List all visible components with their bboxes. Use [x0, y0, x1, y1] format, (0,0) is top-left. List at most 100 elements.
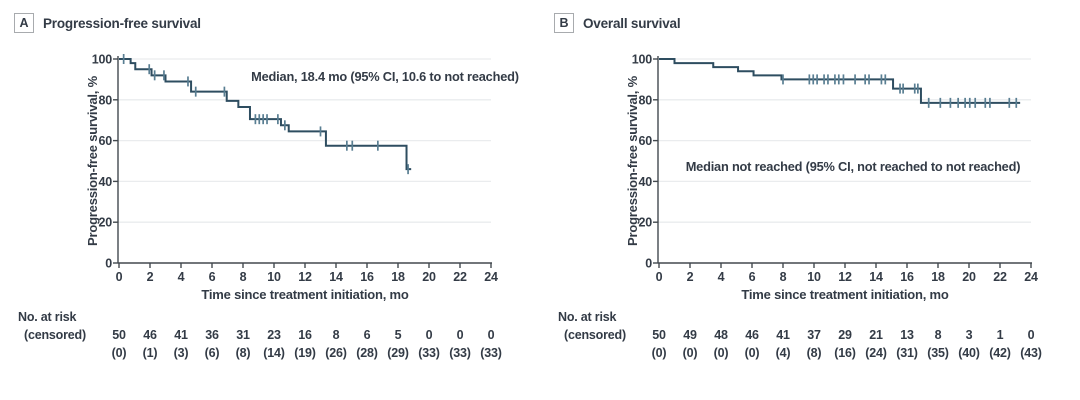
censor-marks [782, 74, 1018, 108]
at-risk-count: 23 [267, 328, 281, 342]
censored-count: (35) [927, 346, 948, 360]
x-tick-label: 12 [298, 270, 312, 284]
at-risk-count: 6 [364, 328, 371, 342]
y-tick-label: 60 [98, 134, 112, 148]
panel-b-header: B Overall survival [554, 13, 681, 33]
censored-count: (19) [294, 346, 315, 360]
at-risk-table: No. at risk(censored) 50(0)46(1)41(3)36(6… [18, 310, 502, 360]
panel-a-title: Progression-free survival [43, 15, 201, 31]
panel-a-letter-badge: A [14, 13, 34, 33]
censored-count: (14) [263, 346, 284, 360]
y-tick-label: 0 [645, 257, 652, 271]
censored-count: (28) [356, 346, 377, 360]
censor-marks [122, 54, 409, 175]
panel-overall-survival: B Overall survival 0 20 40 60 80 100 0 2 4 6 8 10 12… [540, 0, 1080, 400]
censored-count: (6) [205, 346, 220, 360]
censored-count: (0) [745, 346, 760, 360]
at-risk-count: 29 [838, 328, 852, 342]
median-annotation: Median not reached (95% CI, not reached … [686, 159, 1021, 174]
at-risk-count: 5 [395, 328, 402, 342]
censored-count: (29) [387, 346, 408, 360]
x-tick-label: 24 [1024, 270, 1038, 284]
x-tick-label: 2 [147, 270, 154, 284]
at-risk-count: 21 [869, 328, 883, 342]
censored-count: (0) [714, 346, 729, 360]
at-risk-count: 0 [488, 328, 495, 342]
censored-count: (8) [807, 346, 822, 360]
axes [653, 56, 1032, 268]
survival-step-curve [659, 58, 1021, 104]
at-risk-label: No. at risk [18, 310, 76, 324]
x-tick-label: 0 [656, 270, 663, 284]
gridlines [658, 58, 1031, 223]
censored-count: (16) [834, 346, 855, 360]
at-risk-count: 41 [776, 328, 790, 342]
censored-label: (censored) [564, 328, 626, 342]
x-tick-label: 10 [807, 270, 821, 284]
panel-a-header: A Progression-free survival [14, 13, 201, 33]
x-tick-label: 18 [391, 270, 405, 284]
x-tick-label: 10 [267, 270, 281, 284]
x-tick-label: 16 [900, 270, 914, 284]
at-risk-count: 1 [997, 328, 1004, 342]
y-axis-title: Progression-free survival, % [625, 75, 640, 246]
x-tick-label: 6 [209, 270, 216, 284]
y-axis-title: Progression-free survival, % [85, 75, 100, 246]
x-tick-label: 2 [687, 270, 694, 284]
y-tick-label: 40 [638, 175, 652, 189]
at-risk-count: 16 [298, 328, 312, 342]
censored-count: (24) [865, 346, 886, 360]
censored-count: (26) [325, 346, 346, 360]
y-tick-label: 0 [105, 257, 112, 271]
axes [113, 56, 492, 268]
censored-count: (0) [683, 346, 698, 360]
at-risk-table: No. at risk (censored) 50 (0) 49 (0) 48 (0) 46 (0… [558, 310, 1042, 360]
censored-count: (0) [652, 346, 667, 360]
censored-count: (42) [989, 346, 1010, 360]
censored-label: (censored) [24, 328, 86, 342]
x-tick-label: 8 [240, 270, 247, 284]
censored-count: (1) [143, 346, 158, 360]
panel-b-title: Overall survival [583, 15, 681, 31]
y-tick-label: 80 [638, 93, 652, 107]
censored-count: (0) [112, 346, 127, 360]
at-risk-count: 8 [333, 328, 340, 342]
x-tick-label: 22 [993, 270, 1007, 284]
x-tick-label: 14 [329, 270, 343, 284]
x-tick-label: 14 [869, 270, 883, 284]
at-risk-count: 37 [807, 328, 821, 342]
x-tick-label: 12 [838, 270, 852, 284]
y-tick-label: 100 [92, 53, 113, 67]
censored-count: (40) [958, 346, 979, 360]
median-annotation: Median, 18.4 mo (95% CI, 10.6 to not rea… [251, 69, 519, 84]
x-tick-label: 6 [749, 270, 756, 284]
panel-progression-free-survival: A Progression-free survival 0 20 40 60 80 100… [14, 13, 519, 360]
censored-count: (4) [776, 346, 791, 360]
censored-count: (43) [1020, 346, 1041, 360]
y-tick-label: 20 [98, 216, 112, 230]
at-risk-count: 13 [900, 328, 914, 342]
y-tick-label: 20 [638, 216, 652, 230]
y-tick-label: 100 [632, 53, 653, 67]
x-tick-label: 20 [962, 270, 976, 284]
censored-count: (33) [480, 346, 501, 360]
x-axis-title: Time since treatment initiation, mo [741, 287, 949, 302]
x-tick-label: 8 [780, 270, 787, 284]
x-tick-label: 24 [484, 270, 498, 284]
panel-b-letter-badge: B [554, 13, 574, 33]
at-risk-count: 46 [143, 328, 157, 342]
y-tick-label: 80 [98, 93, 112, 107]
at-risk-count: 49 [683, 328, 697, 342]
gridlines [118, 58, 491, 223]
at-risk-count: 36 [205, 328, 219, 342]
x-axis-title: Time since treatment initiation, mo [201, 287, 409, 302]
censored-count: (3) [174, 346, 189, 360]
at-risk-count: 50 [112, 328, 126, 342]
at-risk-count: 50 [652, 328, 666, 342]
censored-count: (31) [896, 346, 917, 360]
at-risk-count: 3 [966, 328, 973, 342]
x-tick-label: 22 [453, 270, 467, 284]
at-risk-count: 31 [236, 328, 250, 342]
